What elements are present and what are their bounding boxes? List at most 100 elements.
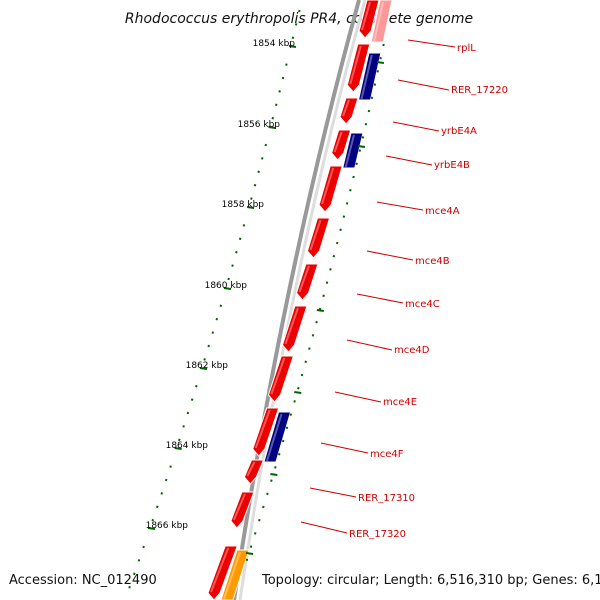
gene-arrow-mce4C [295, 263, 319, 301]
gene-label-connector [392, 121, 440, 132]
minor-scale-tick [203, 358, 206, 361]
gene-track-tick [379, 56, 382, 60]
major-scale-tick [174, 447, 182, 450]
minor-scale-tick [211, 331, 215, 334]
gene-track-tick [308, 347, 311, 350]
gene-label-RER_17310[interactable]: RER_17310 [358, 493, 415, 504]
gene-label-connector [300, 521, 348, 534]
minor-scale-tick [219, 304, 223, 308]
major-scale-tick [147, 527, 156, 530]
minor-scale-tick [128, 585, 131, 589]
gene-track-tick [367, 109, 371, 113]
minor-scale-tick [281, 76, 285, 80]
gene-arrow-RER_17320-shine [232, 493, 246, 521]
gene-track-tick [258, 518, 261, 522]
gene-track-tick [355, 162, 358, 166]
gene-label-lines [300, 39, 456, 534]
gene-track-tick [297, 386, 300, 390]
topology-text: Topology: circular; Length: 6,516,310 bp… [262, 573, 600, 588]
gene-label-mce4F[interactable]: mce4F [370, 449, 404, 460]
scale-label-1866: 1866 kbp [146, 521, 189, 531]
gene-track-tick [245, 558, 249, 562]
minor-scale-tick [137, 559, 141, 562]
gene-arrow-yrbE4B [331, 129, 352, 161]
minor-scale-tick [242, 224, 246, 227]
minor-scale-tick [264, 143, 268, 147]
gene-arrow-next [207, 545, 238, 600]
gene-box-orange-shine [223, 551, 241, 600]
gene-box-mce4F [263, 411, 292, 463]
gene-arrow-mce4D [281, 305, 308, 353]
minor-scale-tick [164, 478, 168, 482]
minor-scale-tick [133, 572, 136, 576]
gene-arrow-yrbE4A [339, 97, 359, 125]
gene-track-major-tick [357, 145, 366, 148]
scale-labels: 1854 kbp 1856 kbp 1858 kbp 1860 kbp 1862… [146, 39, 296, 531]
minor-scale-tick [294, 23, 298, 26]
gene-label-mce4C[interactable]: mce4C [405, 299, 440, 310]
gene-track-tick [373, 83, 377, 86]
gene-label-connector [334, 391, 382, 403]
gene-track-tick [322, 294, 325, 298]
gene-arrow-mce4C-shine [298, 265, 310, 293]
scale-label-1854: 1854 kbp [253, 39, 296, 49]
gene-box-orange [220, 549, 250, 600]
scale-label-1860: 1860 kbp [205, 281, 248, 291]
gene-label-yrbE4B[interactable]: yrbE4B [434, 160, 470, 171]
gene-label-mce4D[interactable]: mce4D [394, 345, 430, 356]
gene-track-major-tick [376, 61, 385, 64]
minor-scale-tick [274, 103, 278, 107]
gene-track-tick [285, 426, 289, 430]
gene-track-tick [370, 96, 374, 100]
gene-label-mce4B[interactable]: mce4B [415, 256, 450, 267]
gene-label-yrbE4A[interactable]: yrbE4A [441, 126, 477, 137]
gene-track-tick [376, 70, 380, 73]
gene-box-mce4F-shine [265, 413, 283, 462]
minor-scale-tick [231, 264, 234, 267]
accession-text: Accession: NC_012490 [9, 573, 157, 588]
gene-track-major-tick [316, 309, 324, 312]
gene-arrow-next-shine [210, 547, 230, 593]
gene-track-tick [315, 320, 318, 324]
gene-label-mce4A[interactable]: mce4A [425, 206, 460, 217]
minor-scale-tick [253, 183, 257, 187]
gene-arrow-RER_17220 [346, 43, 371, 93]
scale-label-1856: 1856 kbp [238, 120, 281, 130]
gene-track-tick [300, 373, 304, 377]
gene-label-rplL[interactable]: rplL [457, 43, 476, 54]
gene-arrow-rplL-pale [370, 0, 393, 43]
gene-label-RER_17320[interactable]: RER_17320 [349, 529, 406, 540]
gene-label-RER_17220[interactable]: RER_17220 [451, 85, 508, 96]
minor-scale-tick [182, 425, 185, 428]
minor-scale-tick [285, 63, 288, 66]
gene-arrow-yrbE4A-shine [342, 99, 350, 117]
minor-scale-tick [169, 465, 172, 468]
minor-scale-tick [238, 237, 242, 241]
minor-scale-tick [257, 170, 260, 174]
gene-label-connector [309, 487, 357, 498]
gene-track-tick [339, 228, 342, 232]
gene-label-mce4E[interactable]: mce4E [383, 397, 417, 408]
map-title: Rhodococcus erythropolis PR4, complete g… [125, 11, 473, 27]
minor-scale-tick [195, 384, 198, 388]
major-scale-tick [288, 45, 297, 48]
gene-arrow-RER_17320 [230, 491, 255, 529]
minor-scale-tick [155, 505, 159, 509]
gene-track-tick [262, 505, 265, 509]
minor-scale-tick [142, 545, 145, 549]
gene-arrow-mce4E [267, 355, 295, 403]
gene-arrow-rplL [358, 0, 380, 39]
scale-label-1864: 1864 kbp [166, 441, 209, 451]
minor-scale-tick [278, 90, 281, 93]
gene-arrow-RER_17310-shine [246, 461, 256, 477]
minor-scale-tick [260, 157, 264, 160]
minor-scale-tick [178, 438, 181, 442]
minor-scale-tick [250, 197, 253, 200]
gene-track-tick [293, 400, 296, 403]
gene-track-tick [332, 254, 336, 258]
gene-box-RER_17220 [357, 52, 382, 101]
gene-arrow-RER_17310 [243, 459, 265, 485]
gene-track-tick [335, 241, 339, 245]
gene-label-connector [407, 39, 456, 48]
